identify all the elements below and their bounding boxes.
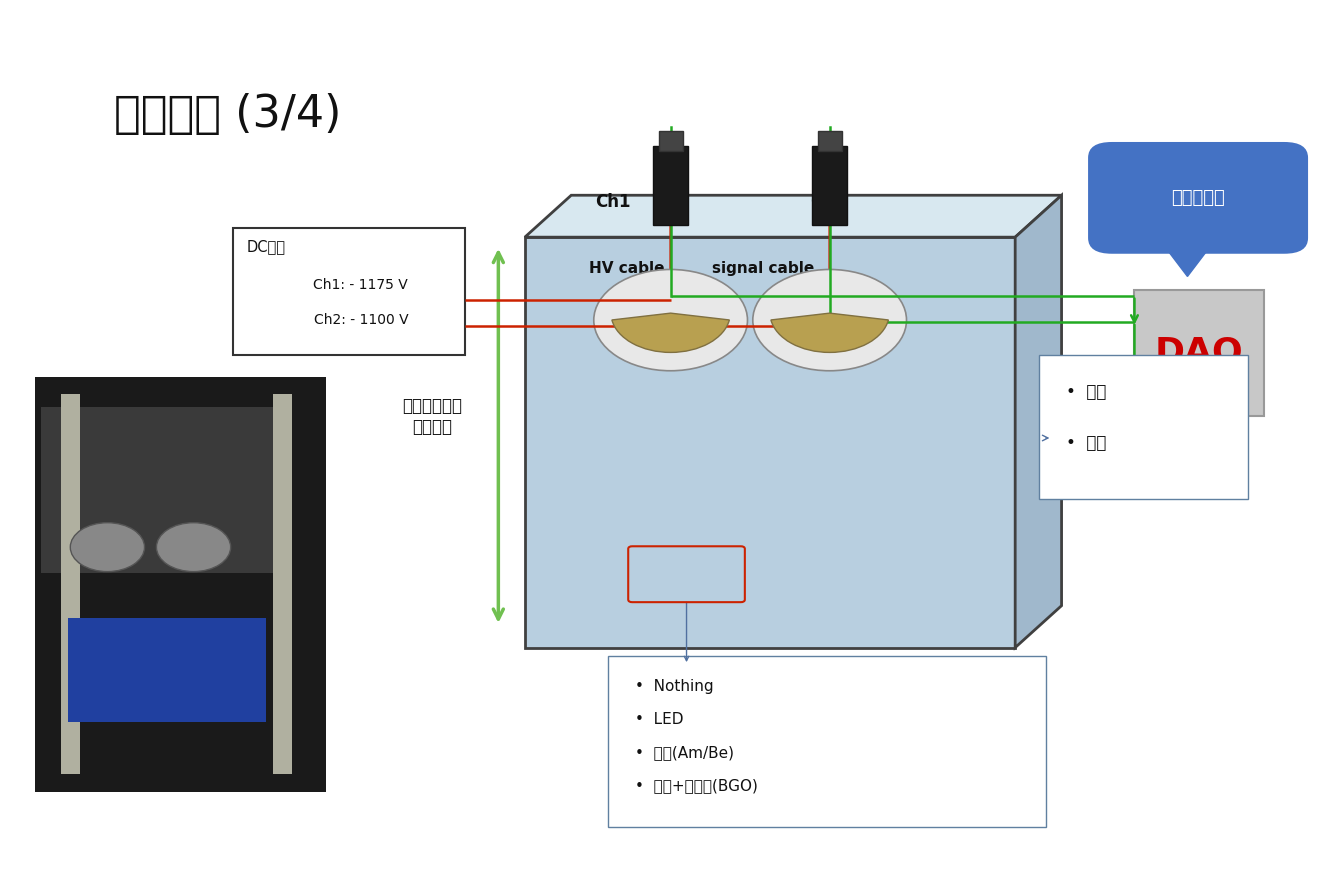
- Wedge shape: [772, 313, 888, 352]
- Text: •  線源(Am/Be): • 線源(Am/Be): [635, 745, 734, 760]
- Text: signal cable: signal cable: [712, 261, 814, 277]
- Text: HV cable: HV cable: [590, 261, 664, 277]
- FancyBboxPatch shape: [653, 146, 688, 225]
- Circle shape: [753, 270, 907, 371]
- Text: Ch2: Ch2: [810, 194, 846, 211]
- Polygon shape: [1158, 238, 1216, 277]
- Polygon shape: [525, 195, 1061, 237]
- Text: Ch1: - 1175 V: Ch1: - 1175 V: [313, 279, 408, 293]
- FancyBboxPatch shape: [1088, 142, 1308, 254]
- Text: •  LED: • LED: [635, 712, 684, 727]
- Text: •  純水: • 純水: [1065, 434, 1106, 452]
- Text: •  空気: • 空気: [1065, 383, 1106, 401]
- FancyBboxPatch shape: [35, 377, 327, 792]
- Text: 水面の高さを
変更可能: 水面の高さを 変更可能: [402, 397, 462, 435]
- FancyBboxPatch shape: [274, 394, 292, 774]
- Circle shape: [70, 523, 145, 572]
- Text: •  線源+シンチ(BGO): • 線源+シンチ(BGO): [635, 779, 758, 794]
- Text: データ収集: データ収集: [1171, 189, 1224, 207]
- FancyBboxPatch shape: [813, 146, 847, 225]
- FancyBboxPatch shape: [234, 229, 465, 355]
- Text: •  Nothing: • Nothing: [635, 679, 713, 694]
- FancyBboxPatch shape: [1038, 355, 1248, 499]
- FancyBboxPatch shape: [61, 394, 80, 774]
- FancyBboxPatch shape: [41, 407, 290, 574]
- Circle shape: [594, 270, 748, 371]
- FancyBboxPatch shape: [525, 237, 1015, 647]
- Wedge shape: [612, 313, 729, 352]
- Circle shape: [157, 523, 231, 572]
- FancyBboxPatch shape: [608, 656, 1045, 827]
- FancyBboxPatch shape: [818, 131, 842, 151]
- Text: 実験装置 (3/4): 実験装置 (3/4): [114, 93, 341, 136]
- Polygon shape: [1015, 195, 1061, 647]
- Text: Ch1: Ch1: [595, 194, 631, 211]
- FancyBboxPatch shape: [659, 131, 683, 151]
- FancyBboxPatch shape: [68, 618, 267, 722]
- Text: Ch2: - 1100 V: Ch2: - 1100 V: [313, 313, 408, 327]
- Text: DC電源: DC電源: [247, 239, 286, 254]
- Text: DAQ: DAQ: [1155, 336, 1244, 370]
- FancyBboxPatch shape: [1134, 290, 1264, 416]
